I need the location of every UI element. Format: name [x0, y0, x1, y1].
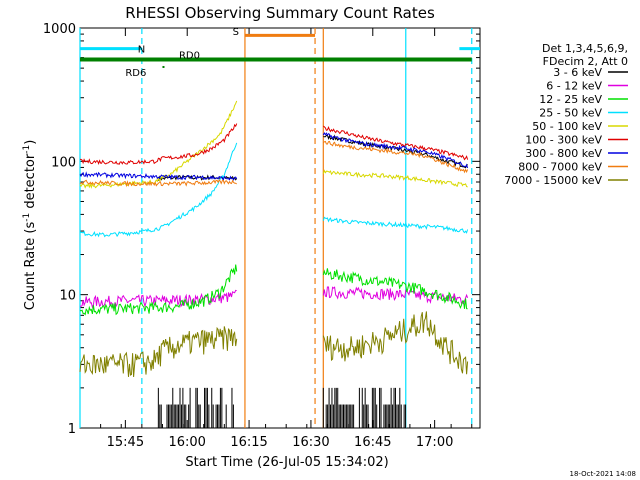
x-tick-label: 16:15	[230, 435, 267, 450]
y-tick-label: 1000	[43, 22, 76, 37]
flag-dot-RD6	[162, 65, 165, 68]
legend-entry-label: 50 - 100 keV	[532, 120, 602, 133]
flag-label-N: N	[138, 45, 145, 56]
legend-entry-label: 12 - 25 keV	[539, 93, 602, 106]
legend-entry-label: 800 - 7000 keV	[518, 161, 602, 174]
flag-label-RD0: RD0	[179, 51, 200, 62]
x-tick-label: 16:45	[354, 435, 391, 450]
series-line	[80, 123, 238, 166]
x-tick-label: 16:00	[168, 435, 205, 450]
x-tick-label: 16:30	[292, 435, 329, 450]
footer-date: 18-Oct-2021 14:08	[570, 470, 636, 478]
legend-entry-label: 100 - 300 keV	[525, 134, 602, 147]
flag-label-S: S	[233, 27, 239, 38]
series-line	[79, 326, 238, 378]
series-line	[322, 169, 468, 188]
series-line	[79, 264, 238, 316]
series-line	[322, 125, 469, 161]
x-tick-label: 17:00	[416, 435, 453, 450]
legend-entry-label: 6 - 12 keV	[546, 80, 602, 93]
series-line	[322, 286, 469, 305]
series-line	[79, 179, 237, 188]
legend-entry-label: 300 - 800 keV	[525, 147, 602, 160]
y-tick-label: 1	[68, 422, 76, 437]
series-line	[322, 140, 469, 174]
series-line	[79, 289, 237, 309]
legend-entry-label: 25 - 50 keV	[539, 107, 602, 120]
chart-title: RHESSI Observing Summary Count Rates	[125, 4, 435, 22]
series-line	[79, 171, 238, 182]
series-line	[322, 132, 469, 169]
legend-entry-label: 3 - 6 keV	[553, 66, 602, 79]
plot-area: 1 10 100 1000 15:45 16:00 16:15 16:30 16:45 17:00…	[43, 22, 481, 450]
legend-header: Det 1,3,4,5,6,9,	[542, 42, 628, 55]
legend-entry-label: 7000 - 15000 keV	[504, 174, 602, 187]
series-line	[322, 268, 468, 310]
x-axis-label: Start Time (26-Jul-05 15:34:02)	[185, 455, 388, 470]
series-line	[79, 100, 238, 189]
y-tick-label: 10	[59, 289, 76, 304]
plot-frame	[79, 27, 481, 429]
series-line	[322, 216, 469, 234]
y-tick-label: 100	[51, 155, 76, 170]
series-line	[79, 142, 238, 238]
legend-header: FDecim 2, Att 0	[543, 55, 628, 68]
legend: Det 1,3,4,5,6,9,FDecim 2, Att 03 - 6 keV…	[504, 42, 628, 187]
y-axis-label: Count Rate (s-1 detector-1)	[22, 140, 38, 311]
flag-label-RD6: RD6	[125, 68, 146, 79]
series-line	[322, 311, 469, 375]
x-tick-label: 15:45	[107, 435, 144, 450]
